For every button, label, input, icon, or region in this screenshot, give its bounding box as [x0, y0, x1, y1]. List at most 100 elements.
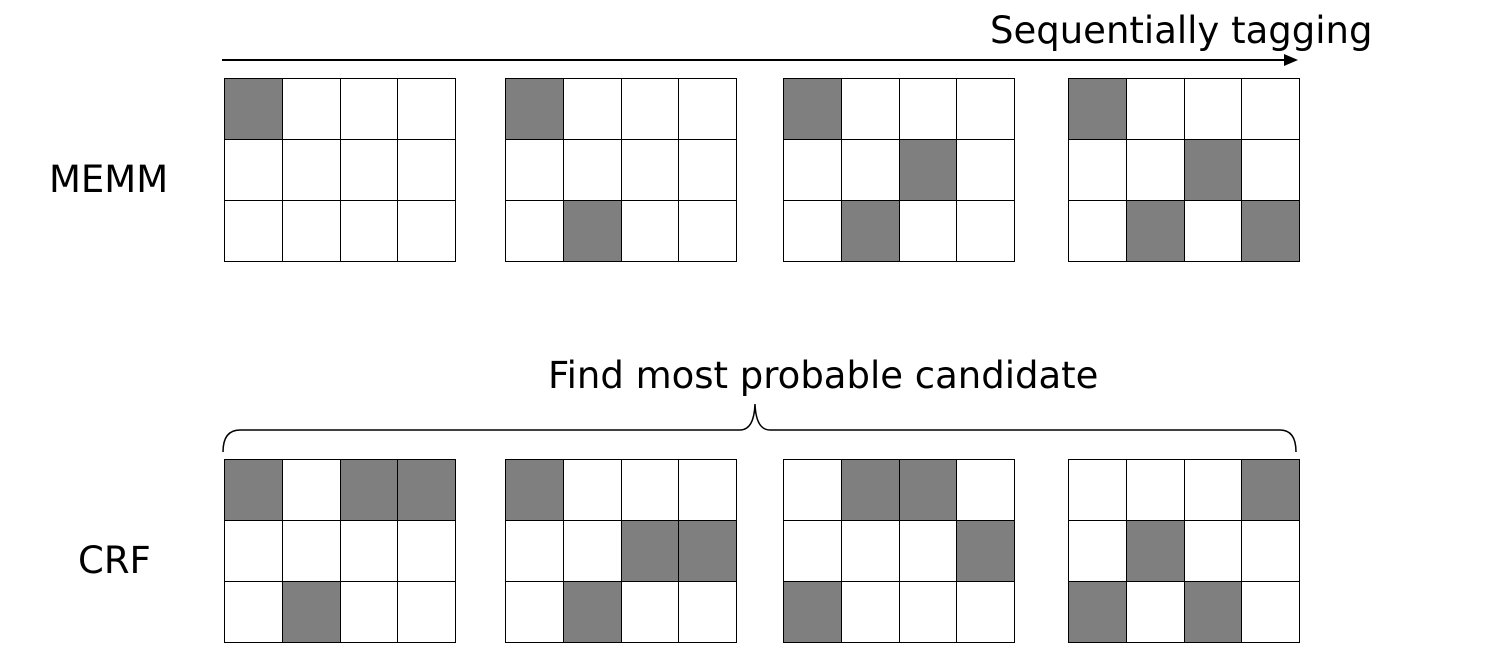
empty-cell	[563, 79, 622, 140]
empty-cell	[506, 521, 564, 582]
empty-cell	[621, 460, 680, 521]
empty-cell	[282, 140, 341, 201]
crf-grid-1	[224, 459, 456, 643]
empty-cell	[398, 201, 456, 262]
shaded-cell	[784, 79, 842, 140]
crf-row-label: CRF	[78, 539, 151, 582]
empty-cell	[225, 201, 283, 262]
empty-cell	[225, 582, 283, 643]
crf-grid-4	[1068, 459, 1300, 643]
shaded-cell	[1069, 582, 1127, 643]
memm-grid-3	[783, 78, 1015, 262]
shaded-cell	[225, 460, 283, 521]
shaded-cell	[563, 201, 622, 262]
sequential-arrow	[222, 54, 1298, 66]
empty-cell	[506, 582, 564, 643]
empty-cell	[899, 521, 958, 582]
shaded-cell	[784, 582, 842, 643]
empty-cell	[957, 582, 1015, 643]
shaded-cell	[679, 521, 737, 582]
shaded-cell	[841, 460, 900, 521]
empty-cell	[957, 79, 1015, 140]
empty-cell	[621, 201, 680, 262]
empty-cell	[340, 79, 399, 140]
crf-grid-2	[505, 459, 737, 643]
empty-cell	[1126, 460, 1185, 521]
empty-cell	[340, 201, 399, 262]
empty-cell	[563, 460, 622, 521]
shaded-cell	[1126, 201, 1185, 262]
empty-cell	[1069, 140, 1127, 201]
empty-cell	[282, 460, 341, 521]
empty-cell	[621, 582, 680, 643]
empty-cell	[506, 140, 564, 201]
empty-cell	[784, 521, 842, 582]
empty-cell	[340, 582, 399, 643]
empty-cell	[398, 582, 456, 643]
empty-cell	[784, 140, 842, 201]
empty-cell	[225, 140, 283, 201]
empty-cell	[841, 582, 900, 643]
empty-cell	[679, 460, 737, 521]
empty-cell	[1242, 79, 1300, 140]
empty-cell	[784, 460, 842, 521]
empty-cell	[398, 521, 456, 582]
empty-cell	[679, 140, 737, 201]
find-most-probable-caption: Find most probable candidate	[548, 354, 1099, 397]
empty-cell	[1184, 79, 1243, 140]
empty-cell	[679, 582, 737, 643]
shaded-cell	[899, 140, 958, 201]
shaded-cell	[506, 460, 564, 521]
shaded-cell	[506, 79, 564, 140]
empty-cell	[841, 521, 900, 582]
empty-cell	[1069, 460, 1127, 521]
empty-cell	[340, 521, 399, 582]
crf-grid-3	[783, 459, 1015, 643]
memm-row-label: MEMM	[49, 158, 169, 201]
empty-cell	[398, 79, 456, 140]
empty-cell	[340, 140, 399, 201]
memm-grid-2	[505, 78, 737, 262]
shaded-cell	[841, 201, 900, 262]
empty-cell	[957, 460, 1015, 521]
shaded-cell	[1184, 582, 1243, 643]
empty-cell	[899, 201, 958, 262]
empty-cell	[282, 201, 341, 262]
empty-cell	[225, 521, 283, 582]
empty-cell	[398, 140, 456, 201]
empty-cell	[621, 140, 680, 201]
empty-cell	[506, 201, 564, 262]
shaded-cell	[899, 460, 958, 521]
empty-cell	[563, 521, 622, 582]
empty-cell	[841, 79, 900, 140]
empty-cell	[621, 79, 680, 140]
empty-cell	[679, 79, 737, 140]
shaded-cell	[957, 521, 1015, 582]
curly-brace	[222, 403, 1297, 453]
memm-grid-4	[1068, 78, 1300, 262]
empty-cell	[1184, 521, 1243, 582]
empty-cell	[282, 521, 341, 582]
empty-cell	[1069, 521, 1127, 582]
empty-cell	[784, 201, 842, 262]
empty-cell	[1126, 140, 1185, 201]
sequential-tagging-caption: Sequentially tagging	[990, 9, 1373, 52]
shaded-cell	[398, 460, 456, 521]
shaded-cell	[340, 460, 399, 521]
empty-cell	[282, 79, 341, 140]
shaded-cell	[282, 582, 341, 643]
shaded-cell	[1126, 521, 1185, 582]
shaded-cell	[225, 79, 283, 140]
shaded-cell	[621, 521, 680, 582]
empty-cell	[1242, 521, 1300, 582]
shaded-cell	[1242, 201, 1300, 262]
memm-grid-1	[224, 78, 456, 262]
empty-cell	[899, 79, 958, 140]
empty-cell	[1126, 79, 1185, 140]
empty-cell	[957, 201, 1015, 262]
empty-cell	[1069, 201, 1127, 262]
empty-cell	[841, 140, 900, 201]
empty-cell	[1126, 582, 1185, 643]
